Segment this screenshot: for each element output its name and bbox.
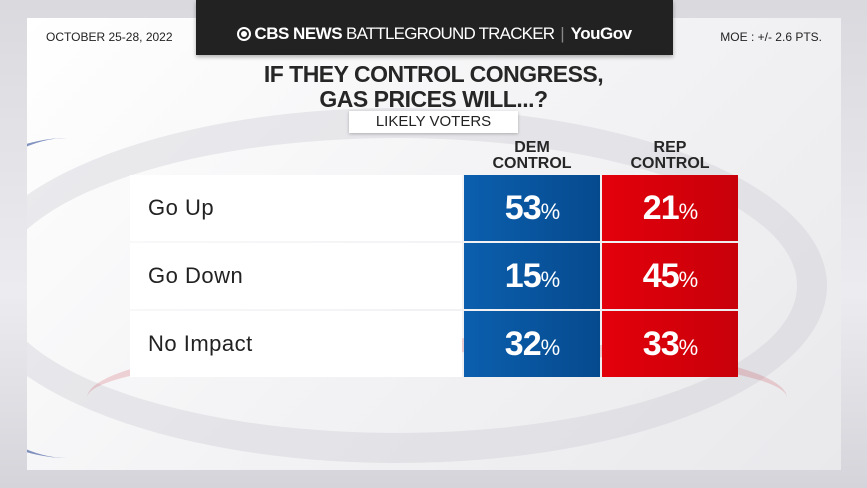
column-header-line: CONTROL [630,155,710,172]
rep-value: 33 [642,324,680,363]
table-row: Go Down 15% 45% [130,243,738,309]
column-header-rep: REP CONTROL [602,140,738,172]
poll-date: OCTOBER 25-28, 2022 [46,30,173,44]
dem-value-cell: 15% [464,243,600,309]
rep-value: 45 [642,256,680,295]
table-row: Go Up 53% 21% [130,175,738,241]
rep-value: 21 [642,188,680,227]
title-line: IF THEY CONTROL CONGRESS, [263,61,604,87]
rep-value-cell: 21% [602,175,738,241]
percent-sign: % [540,199,561,224]
dem-value: 32 [504,324,542,363]
chart-title: IF THEY CONTROL CONGRESS, GAS PRICES WIL… [0,62,867,112]
partner-name: YouGov [570,23,632,43]
brand-header: CBS NEWS BATTLEGROUND TRACKER | YouGov [196,0,673,55]
dem-value-cell: 32% [464,311,600,377]
column-header-line: REP [653,139,687,156]
column-header-line: DEM [514,139,550,156]
brand-name: CBS NEWS [254,23,343,43]
rep-value-cell: 45% [602,243,738,309]
percent-sign: % [540,267,561,292]
subtitle-badge: LIKELY VOTERS [349,111,518,133]
margin-of-error: MOE : +/- 2.6 PTS. [720,30,822,44]
row-label: Go Up [130,175,462,241]
column-header-dem: DEM CONTROL [464,140,600,172]
percent-sign: % [678,267,699,292]
row-label: No Impact [130,311,462,377]
percent-sign: % [540,335,561,360]
percent-sign: % [678,335,699,360]
title-line: GAS PRICES WILL...? [319,86,548,112]
dem-value: 15 [504,256,542,295]
cbs-eye-icon [237,26,252,41]
dem-value-cell: 53% [464,175,600,241]
divider: | [560,23,565,43]
tracker-name: BATTLEGROUND TRACKER [346,23,555,43]
percent-sign: % [678,199,699,224]
column-header-line: CONTROL [492,155,572,172]
rep-value-cell: 33% [602,311,738,377]
table-row: No Impact 32% 33% [130,311,738,377]
dem-value: 53 [504,188,542,227]
row-label: Go Down [130,243,462,309]
